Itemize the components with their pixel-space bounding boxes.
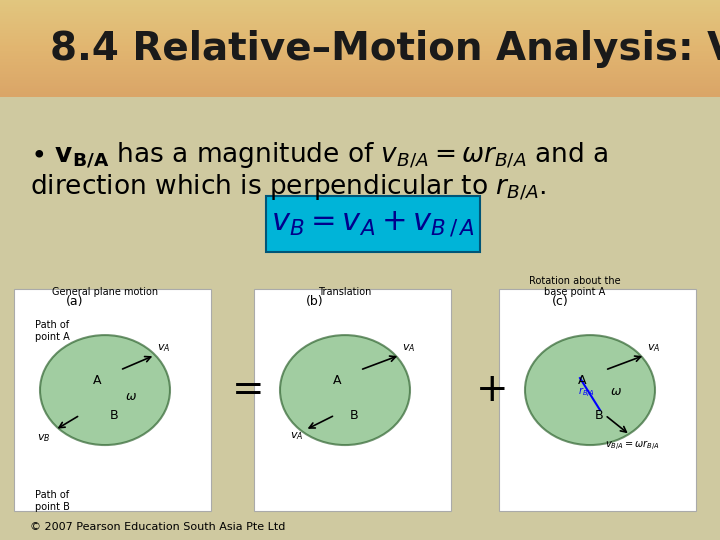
Text: $\omega$: $\omega$ <box>125 390 137 403</box>
Text: (a): (a) <box>66 295 84 308</box>
Text: B: B <box>110 409 119 422</box>
Text: General plane motion: General plane motion <box>52 287 158 297</box>
FancyBboxPatch shape <box>254 289 451 511</box>
FancyBboxPatch shape <box>499 289 696 511</box>
Text: $v_{B/A}=\omega r_{B/A}$: $v_{B/A}=\omega r_{B/A}$ <box>605 438 660 453</box>
Text: $r_{B/A}$: $r_{B/A}$ <box>578 386 595 400</box>
Text: B: B <box>350 409 359 422</box>
Text: $v_A$: $v_A$ <box>157 342 171 354</box>
Text: $\omega$: $\omega$ <box>610 385 622 398</box>
Text: $\bullet$ $\mathbf{v}_{\mathbf{B/A}}$ has a magnitude of $v_{B/A} = \omega r_{B/: $\bullet$ $\mathbf{v}_{\mathbf{B/A}}$ ha… <box>30 140 608 170</box>
Text: Path of
point B: Path of point B <box>35 490 70 511</box>
Text: $v_A$: $v_A$ <box>402 342 415 354</box>
Text: (c): (c) <box>552 295 568 308</box>
Text: A: A <box>333 374 341 387</box>
Text: B: B <box>595 409 603 422</box>
Text: © 2007 Pearson Education South Asia Pte Ltd: © 2007 Pearson Education South Asia Pte … <box>30 522 285 532</box>
Text: $\mathit{v}_B = \mathit{v}_A + \mathit{v}_{B\,/\,A}$: $\mathit{v}_B = \mathit{v}_A + \mathit{v… <box>271 210 475 239</box>
Text: A: A <box>578 374 587 387</box>
Ellipse shape <box>525 335 655 445</box>
Text: +: + <box>476 371 508 409</box>
Text: $v_B$: $v_B$ <box>37 432 50 444</box>
Text: Path of
point A: Path of point A <box>35 320 70 342</box>
Text: $v_A$: $v_A$ <box>647 342 660 354</box>
Ellipse shape <box>40 335 170 445</box>
Text: (b): (b) <box>306 295 324 308</box>
Text: $v_A$: $v_A$ <box>290 430 303 442</box>
Text: A: A <box>93 374 102 387</box>
Text: =: = <box>232 371 264 409</box>
Text: direction which is perpendicular to $r_{B/A}$.: direction which is perpendicular to $r_{… <box>30 172 546 202</box>
Text: Rotation about the
base point A: Rotation about the base point A <box>529 275 621 297</box>
Ellipse shape <box>280 335 410 445</box>
FancyBboxPatch shape <box>266 196 480 252</box>
FancyBboxPatch shape <box>14 289 211 511</box>
Text: Translation: Translation <box>318 287 372 297</box>
Text: 8.4 Relative–Motion Analysis: Velocity: 8.4 Relative–Motion Analysis: Velocity <box>50 30 720 68</box>
